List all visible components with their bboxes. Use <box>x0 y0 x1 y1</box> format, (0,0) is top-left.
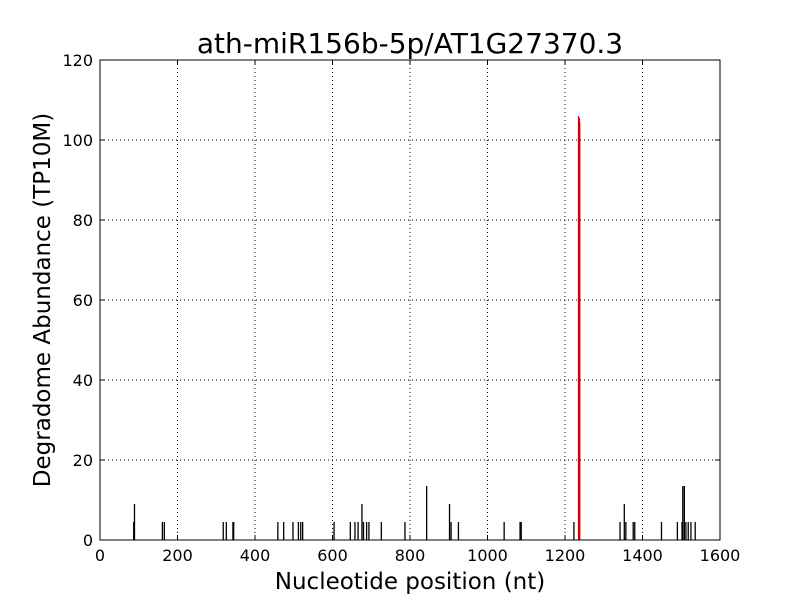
x-tick-label: 1000 <box>467 546 508 565</box>
x-tick-label: 1400 <box>622 546 663 565</box>
y-tick-label: 40 <box>73 371 93 390</box>
x-tick-label: 400 <box>240 546 271 565</box>
y-tick-label: 60 <box>73 291 93 310</box>
y-axis-ticks: 0 20 40 60 80 100 120 <box>62 51 720 550</box>
chart-title: ath-miR156b-5p/AT1G27370.3 <box>197 27 623 60</box>
data-bars <box>133 116 696 540</box>
y-tick-label: 20 <box>73 451 93 470</box>
y-tick-label: 80 <box>73 211 93 230</box>
x-tick-label: 1200 <box>545 546 586 565</box>
grid-lines <box>100 60 720 540</box>
y-tick-label: 120 <box>62 51 93 70</box>
y-axis-label: Degradome Abundance (TP10M) <box>30 113 56 487</box>
x-tick-label: 600 <box>317 546 348 565</box>
x-tick-label: 200 <box>162 546 193 565</box>
x-axis-label: Nucleotide position (nt) <box>275 569 545 595</box>
x-axis-ticks: 0 200 400 600 800 1000 1200 1400 1600 <box>95 60 740 565</box>
y-tick-label: 100 <box>62 131 93 150</box>
x-tick-label: 0 <box>95 546 105 565</box>
x-tick-label: 1600 <box>700 546 741 565</box>
y-tick-label: 0 <box>83 531 93 550</box>
x-tick-label: 800 <box>395 546 426 565</box>
